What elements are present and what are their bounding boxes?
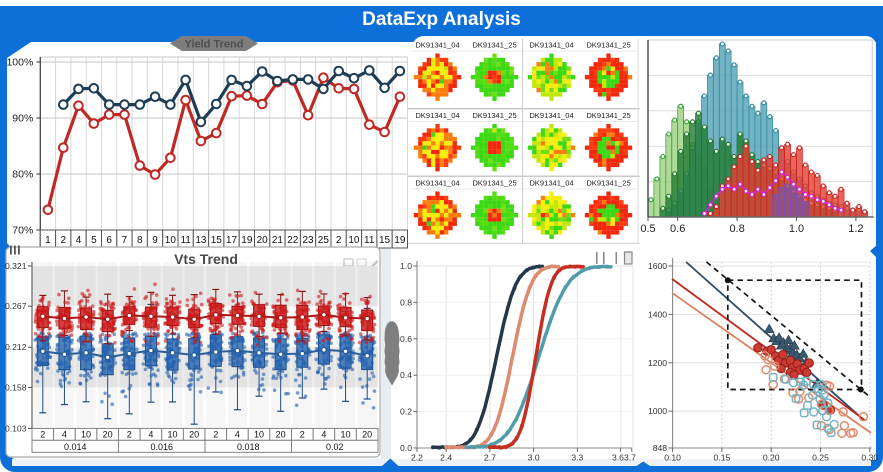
svg-text:0.4: 0.4 xyxy=(400,370,412,380)
svg-text:3.0: 3.0 xyxy=(528,453,540,463)
svg-text:100%: 100% xyxy=(6,57,33,69)
svg-text:2: 2 xyxy=(40,430,45,440)
svg-text:10: 10 xyxy=(81,430,91,440)
svg-text:2: 2 xyxy=(127,430,132,440)
svg-text:2: 2 xyxy=(336,235,342,246)
svg-text:23: 23 xyxy=(302,235,314,246)
svg-text:2: 2 xyxy=(300,430,305,440)
svg-text:9: 9 xyxy=(152,235,158,246)
svg-text:0.267: 0.267 xyxy=(5,301,27,311)
svg-text:25: 25 xyxy=(318,235,330,246)
svg-text:0.6: 0.6 xyxy=(670,223,685,235)
svg-text:21: 21 xyxy=(272,235,284,246)
svg-text:0.8: 0.8 xyxy=(729,223,744,235)
svg-text:0.0: 0.0 xyxy=(400,443,412,453)
svg-text:1600: 1600 xyxy=(648,261,667,271)
svg-text:0.25: 0.25 xyxy=(812,453,829,463)
svg-text:0.2: 0.2 xyxy=(400,407,412,417)
svg-text:848: 848 xyxy=(653,443,668,453)
svg-text:DK91341_25: DK91341_25 xyxy=(472,111,516,120)
svg-text:20: 20 xyxy=(276,430,286,440)
svg-text:2.7: 2.7 xyxy=(484,453,496,463)
svg-text:1400: 1400 xyxy=(648,309,667,319)
svg-text:11: 11 xyxy=(180,235,191,246)
svg-text:20: 20 xyxy=(189,430,199,440)
svg-text:2: 2 xyxy=(213,430,218,440)
svg-text:DK91341_04: DK91341_04 xyxy=(415,111,459,120)
svg-text:15: 15 xyxy=(379,235,391,246)
svg-text:DK91341_25: DK91341_25 xyxy=(586,111,630,120)
svg-text:2: 2 xyxy=(60,235,66,246)
svg-text:4: 4 xyxy=(76,235,82,246)
svg-text:0.15: 0.15 xyxy=(714,453,731,463)
svg-text:13: 13 xyxy=(195,235,207,246)
svg-text:DK91341_04: DK91341_04 xyxy=(415,41,459,50)
svg-text:0.212: 0.212 xyxy=(5,342,27,352)
svg-text:17: 17 xyxy=(226,235,238,246)
svg-text:DK91341_25: DK91341_25 xyxy=(586,41,630,50)
svg-text:20: 20 xyxy=(257,235,269,246)
svg-text:1.0: 1.0 xyxy=(400,261,412,271)
svg-text:0.20: 0.20 xyxy=(763,453,780,463)
svg-text:4: 4 xyxy=(321,430,326,440)
svg-text:DK91341_04: DK91341_04 xyxy=(415,179,459,188)
svg-text:0.02: 0.02 xyxy=(326,442,344,452)
svg-text:0.158: 0.158 xyxy=(5,382,27,392)
svg-text:0.321: 0.321 xyxy=(5,261,27,271)
svg-text:0.8: 0.8 xyxy=(400,297,412,307)
svg-text:10: 10 xyxy=(348,235,360,246)
svg-text:10: 10 xyxy=(168,430,178,440)
svg-text:1: 1 xyxy=(45,235,51,246)
svg-text:DK91341_25: DK91341_25 xyxy=(472,179,516,188)
svg-text:0.6: 0.6 xyxy=(400,334,412,344)
svg-text:1000: 1000 xyxy=(648,406,667,416)
svg-text:10: 10 xyxy=(254,430,264,440)
svg-text:4: 4 xyxy=(235,430,240,440)
svg-text:1200: 1200 xyxy=(648,358,667,368)
svg-text:3.6: 3.6 xyxy=(612,453,624,463)
svg-text:4: 4 xyxy=(62,430,67,440)
svg-text:1.0: 1.0 xyxy=(789,223,804,235)
svg-text:0.016: 0.016 xyxy=(150,442,173,452)
svg-text:DK91341_04: DK91341_04 xyxy=(529,111,573,120)
svg-text:4: 4 xyxy=(148,430,153,440)
svg-text:19: 19 xyxy=(241,235,253,246)
svg-text:0.018: 0.018 xyxy=(237,442,260,452)
svg-text:5: 5 xyxy=(91,235,97,246)
svg-text:DK91341_04: DK91341_04 xyxy=(529,179,573,188)
svg-text:6: 6 xyxy=(106,235,112,246)
svg-text:20: 20 xyxy=(103,430,113,440)
svg-text:19: 19 xyxy=(394,235,406,246)
svg-text:70%: 70% xyxy=(12,225,33,237)
svg-text:0.10: 0.10 xyxy=(664,453,681,463)
svg-text:8: 8 xyxy=(137,235,143,246)
svg-text:22: 22 xyxy=(287,235,299,246)
svg-text:15: 15 xyxy=(211,235,223,246)
svg-text:DK91341_25: DK91341_25 xyxy=(472,41,516,50)
svg-text:Yield Trend: Yield Trend xyxy=(185,39,244,51)
svg-text:20: 20 xyxy=(362,430,372,440)
svg-text:10: 10 xyxy=(165,235,177,246)
svg-text:3.3: 3.3 xyxy=(571,453,583,463)
svg-text:0.30: 0.30 xyxy=(861,453,878,463)
svg-text:3.7: 3.7 xyxy=(624,453,636,463)
svg-text:DK91341_04: DK91341_04 xyxy=(529,41,573,50)
svg-text:2.4: 2.4 xyxy=(440,453,452,463)
svg-text:2.2: 2.2 xyxy=(411,453,423,463)
svg-text:0.5: 0.5 xyxy=(640,223,655,235)
svg-text:11: 11 xyxy=(364,235,375,246)
svg-text:90%: 90% xyxy=(12,113,33,125)
svg-text:7: 7 xyxy=(122,235,128,246)
svg-text:0.103: 0.103 xyxy=(5,423,27,433)
svg-text:DK91341_25: DK91341_25 xyxy=(586,179,630,188)
svg-text:0.014: 0.014 xyxy=(64,442,87,452)
svg-text:Vts Trend: Vts Trend xyxy=(174,251,238,267)
svg-text:10: 10 xyxy=(341,430,351,440)
svg-text:80%: 80% xyxy=(12,169,33,181)
svg-text:1.2: 1.2 xyxy=(848,223,863,235)
